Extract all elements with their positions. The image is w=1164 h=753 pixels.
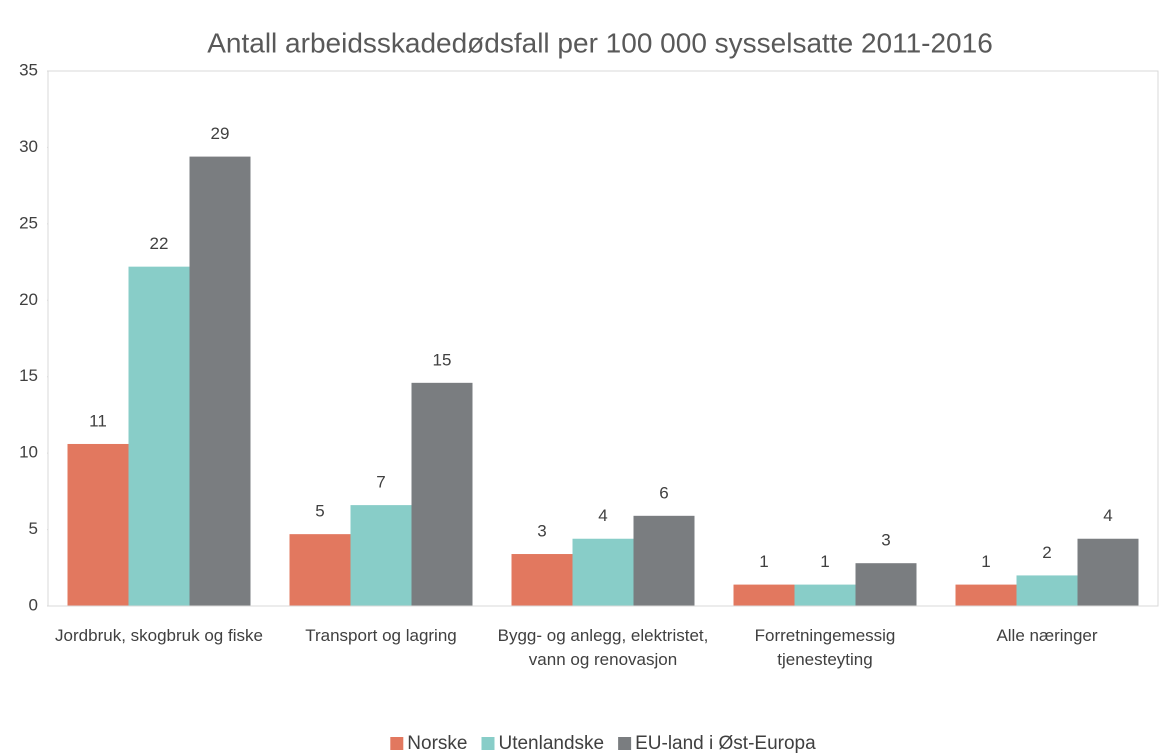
- bar: [855, 563, 917, 606]
- data-label: 4: [1103, 506, 1112, 525]
- y-tick-label: 5: [29, 519, 38, 538]
- data-label: 2: [1042, 543, 1051, 562]
- legend-label: Norske: [407, 733, 467, 753]
- x-tick-label: Alle næringer: [996, 626, 1098, 645]
- data-label: 29: [211, 124, 230, 143]
- y-tick-label: 15: [19, 366, 38, 385]
- y-tick-label: 0: [29, 595, 38, 614]
- data-label: 3: [881, 531, 890, 550]
- y-tick-label: 20: [19, 290, 38, 309]
- data-label: 6: [659, 483, 668, 502]
- data-label: 1: [759, 552, 768, 571]
- legend-label: Utenlandske: [498, 733, 604, 753]
- x-tick-label: Jordbruk, skogbruk og fiske: [55, 626, 263, 645]
- bar: [289, 534, 351, 606]
- bar: [411, 382, 473, 606]
- chart-title: Antall arbeidsskadedødsfall per 100 000 …: [207, 27, 993, 58]
- legend-swatch: [481, 737, 495, 750]
- data-label: 1: [981, 552, 990, 571]
- data-label: 22: [150, 234, 169, 253]
- bar: [350, 505, 412, 606]
- data-label: 5: [315, 502, 324, 521]
- bar: [511, 554, 573, 606]
- data-label: 11: [89, 411, 107, 430]
- y-tick-label: 10: [19, 443, 38, 462]
- data-label: 1: [820, 552, 829, 571]
- y-tick-label: 30: [19, 137, 38, 156]
- bar: [1016, 575, 1078, 606]
- x-tick-label: Transport og lagring: [305, 626, 457, 645]
- bar: [572, 538, 634, 606]
- bar: [1077, 538, 1139, 606]
- data-label: 7: [376, 473, 385, 492]
- bar: [128, 266, 190, 606]
- legend-swatch: [618, 737, 632, 750]
- y-tick-label: 35: [19, 60, 38, 79]
- bar: [955, 584, 1017, 606]
- bar: [794, 584, 856, 606]
- data-label: 4: [598, 506, 607, 525]
- bar: [633, 515, 695, 606]
- legend-swatch: [390, 737, 404, 750]
- legend-label: EU-land i Øst-Europa: [635, 733, 816, 753]
- x-tick-label: Forretningemessig tjenesteyting: [754, 626, 896, 669]
- data-label: 15: [433, 350, 452, 369]
- data-label: 3: [537, 522, 546, 541]
- bar: [189, 156, 251, 606]
- y-tick-label: 25: [19, 213, 38, 232]
- bar: [733, 584, 795, 606]
- x-tick-label: Bygg- og anlegg, elektristet, vann og re…: [497, 626, 709, 669]
- bar: [67, 443, 129, 606]
